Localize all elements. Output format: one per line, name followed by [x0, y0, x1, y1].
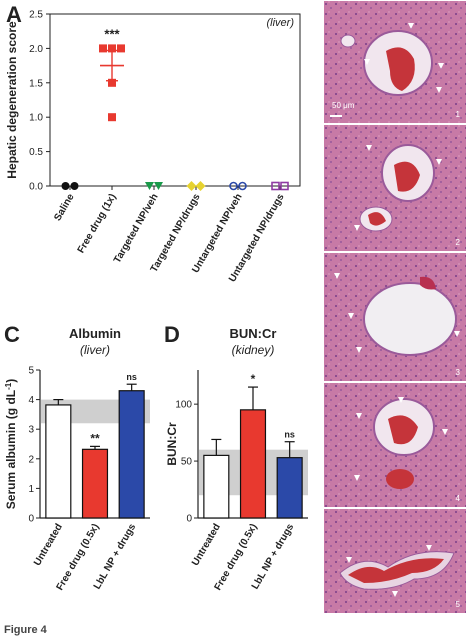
x-tick-label: Free drug (1x)	[76, 192, 119, 255]
bar	[118, 390, 145, 519]
histology-image-5	[324, 509, 466, 613]
panel-letter-d: D	[164, 322, 180, 347]
y-axis-label: Serum albumin (g dL-1)	[4, 379, 19, 509]
x-tick-label: Saline	[52, 192, 76, 223]
bar	[45, 404, 72, 519]
figure-caption: Figure 4	[4, 624, 47, 636]
tile-number-1: 1	[455, 110, 460, 119]
histology-image-2	[324, 125, 466, 251]
tile-number-4: 4	[455, 494, 460, 503]
chart-title: BUN:Cr	[230, 326, 277, 341]
tile-number-3: 3	[455, 368, 460, 377]
histology-tile-2: 2	[323, 124, 467, 252]
y-tick-label: 1.5	[29, 78, 43, 89]
tile-number-2: 2	[455, 238, 460, 247]
histology-tile-4: 4	[323, 382, 467, 508]
x-tick-label: Targeted NP/veh	[112, 192, 161, 265]
tile-number-5: 5	[455, 600, 460, 609]
y-axis-label: BUN:Cr	[165, 422, 179, 466]
histology-tile-1: 50 μm 1	[323, 0, 467, 124]
data-point	[229, 181, 238, 191]
chart-annotation: (liver)	[267, 17, 295, 29]
x-tick-label: Untreated	[32, 522, 65, 568]
data-point	[117, 44, 125, 53]
y-tick-label: 100	[175, 400, 192, 411]
significance-label: *	[251, 372, 256, 386]
data-point	[108, 78, 116, 87]
y-tick-label: 2.0	[29, 44, 43, 55]
histology-tile-5: 5	[323, 508, 467, 614]
significance-label: **	[90, 431, 100, 445]
data-point	[108, 44, 116, 53]
data-point	[99, 44, 107, 53]
bar	[276, 457, 303, 519]
y-tick-label: 5	[28, 366, 34, 377]
y-tick-label: 0	[28, 514, 34, 525]
plot-frame	[49, 13, 301, 187]
y-tick-label: 2.5	[29, 10, 43, 21]
data-point	[238, 181, 247, 191]
significance-label: ***	[104, 26, 120, 41]
bar	[81, 448, 109, 519]
y-axis-label: Hepatic degeneration score	[5, 21, 19, 179]
bar	[239, 409, 267, 519]
y-tick-label: 3	[28, 425, 34, 436]
y-tick-label: 2	[28, 454, 34, 465]
bar	[203, 454, 230, 519]
significance-label: ns	[284, 430, 295, 440]
data-point	[145, 182, 154, 190]
scale-bar-label: 50 μm	[332, 101, 355, 110]
y-tick-label: 0.5	[29, 147, 43, 158]
data-point	[61, 182, 70, 190]
histology-image-3	[324, 253, 466, 381]
data-point	[154, 182, 163, 190]
histology-tile-3: 3	[323, 252, 467, 382]
y-tick-label: 4	[28, 395, 34, 406]
data-point	[108, 113, 116, 122]
chart-subtitle: (kidney)	[232, 343, 275, 357]
histology-image-4	[324, 383, 466, 507]
panel-letter-c: C	[4, 322, 20, 347]
chart-panel-c: Albumin (liver) 0 1 2 3 4 5 Serum albumin (g dL-…	[4, 326, 150, 592]
data-point	[70, 182, 79, 190]
y-tick-label: 1	[28, 484, 34, 495]
data-point	[195, 181, 206, 191]
chart-panel-a: 0.0 0.5 1.0 1.5 2.0 2.5 Hepatic degeneration s…	[5, 10, 301, 284]
y-tick-label: 0.0	[29, 182, 43, 193]
y-tick-label: 50	[181, 457, 193, 468]
chart-title: Albumin	[69, 326, 121, 341]
panel-letter-a: A	[6, 2, 22, 27]
chart-subtitle: (liver)	[80, 343, 110, 357]
y-tick-label: 1.0	[29, 113, 43, 124]
data-point	[271, 181, 280, 191]
chart-panel-d: BUN:Cr(kidney)050100BUN:CrUntreated*Free…	[165, 326, 308, 592]
significance-label: ns	[126, 372, 137, 382]
data-point	[186, 181, 197, 191]
x-tick-label: Untreated	[190, 522, 223, 568]
y-tick-label: 0	[186, 514, 192, 525]
histology-image-1	[324, 1, 466, 123]
data-point	[280, 181, 289, 191]
